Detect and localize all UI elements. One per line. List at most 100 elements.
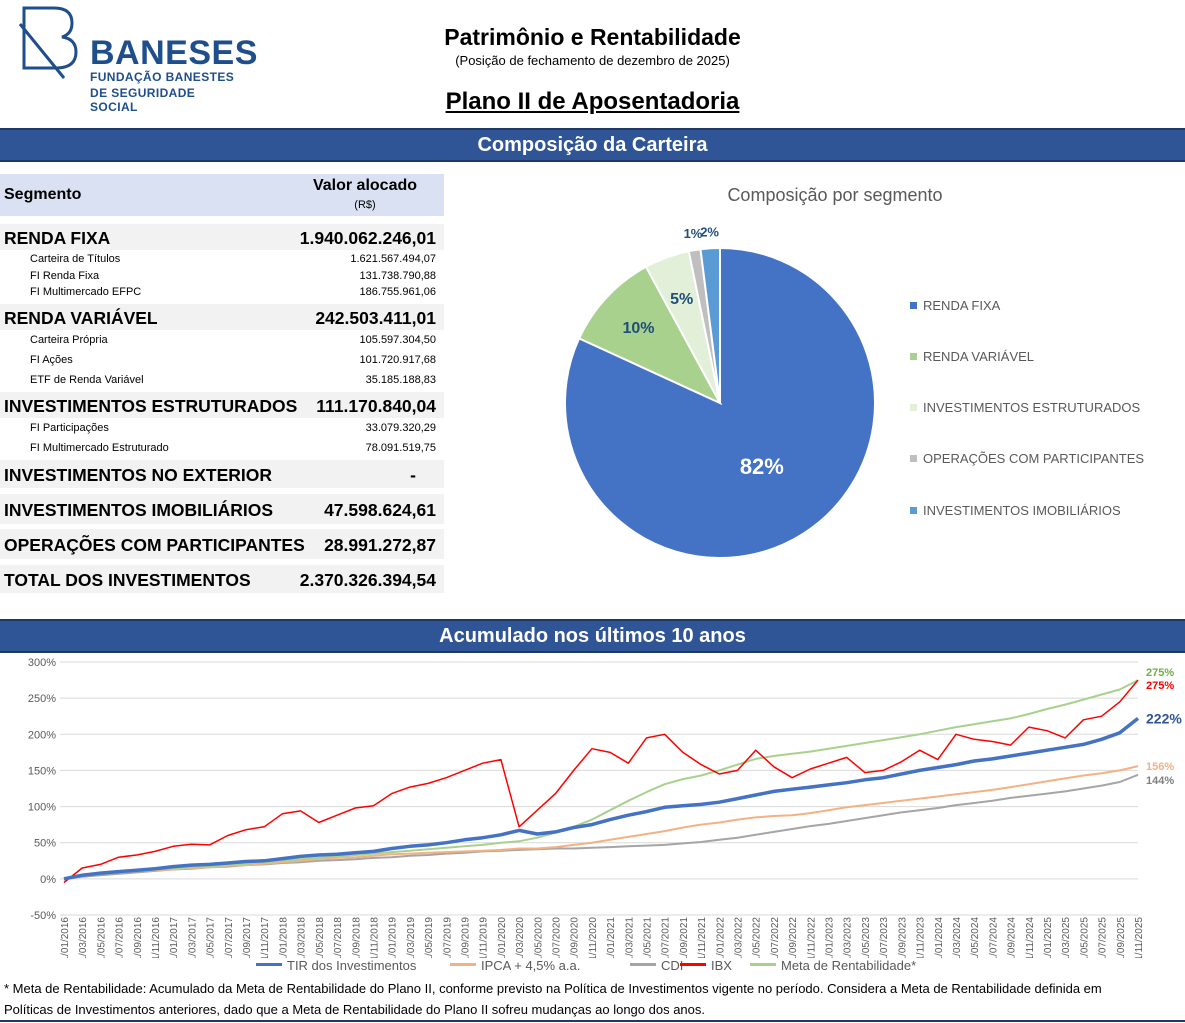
line-legend-item: IPCA + 4,5% a.a. [450,958,580,973]
baneses-b-symbol-icon [18,6,78,79]
page-subtitle: (Posição de fechamento de dezembro de 20… [455,53,730,68]
y-tick-label: 200% [28,729,56,741]
pie-legend-item: INVESTIMENTOS ESTRUTURADOS [910,400,1140,415]
row-value: 186.755.961,06 [359,286,436,298]
x-tick-label: 01/07/2016 [115,917,126,958]
row-label: INVESTIMENTOS NO EXTERIOR [4,465,273,485]
table-row-main: INVESTIMENTOS ESTRUTURADOS 111.170.840,04 [0,392,444,418]
row-value: 33.079.320,29 [365,422,436,434]
pie-legend-item: INVESTIMENTOS IMOBILIÁRIOS [910,503,1121,518]
plan-title-text: Plano II de Aposentadoria [445,88,740,115]
legend-label: TIR dos Investimentos [287,958,417,973]
table-row-sub: FI Ações 101.720.917,68 [0,354,444,369]
legend-label: Meta de Rentabilidade* [781,958,917,973]
line-legend-item: TIR dos Investimentos [256,958,416,973]
x-tick-label: 01/01/2023 [825,917,836,958]
x-tick-label: 01/01/2024 [934,917,945,958]
row-value: 2.370.326.394,54 [299,570,436,590]
table-row-main: RENDA FIXA 1.940.062.246,01 [0,224,444,250]
line-legend-item: CDI [630,958,683,973]
x-tick-label: 01/07/2024 [988,917,999,958]
legend-label: RENDA VARIÁVEL [923,349,1035,364]
pie-legend-item: RENDA VARIÁVEL [910,349,1034,364]
series-end-label: 275% [1146,667,1174,679]
x-tick-label: 01/11/2019 [479,917,490,958]
row-label: TOTAL DOS INVESTIMENTOS [4,570,251,590]
logo-subtitle-2: DE SEGURIDADE SOCIAL [90,86,196,114]
x-tick-label: 01/07/2023 [879,917,890,958]
x-tick-label: 01/05/2022 [752,917,763,958]
y-tick-label: 300% [28,657,56,669]
line-legend-item: IBX [680,958,732,973]
x-tick-label: 01/05/2016 [96,917,107,958]
x-tick-label: 01/11/2020 [588,917,599,958]
y-tick-label: 250% [28,693,56,705]
pie-data-label: 1% [684,226,703,241]
series-line-ibx [63,679,1139,884]
table-row-total: TOTAL DOS INVESTIMENTOS 2.370.326.394,54 [0,565,444,593]
row-value: 131.738.790,88 [359,270,436,282]
x-tick-label: 01/03/2021 [624,917,635,958]
x-tick-label: 01/09/2020 [570,917,581,958]
row-value: 111.170.840,04 [316,396,436,416]
x-tick-label: 01/11/2024 [1025,917,1036,958]
legend-label: INVESTIMENTOS ESTRUTURADOS [923,400,1141,415]
x-tick-label: 01/05/2025 [1079,917,1090,958]
row-value: - [410,465,416,485]
table-row-main: RENDA VARIÁVEL 242.503.411,01 [0,304,444,330]
x-tick-label: 01/03/2020 [515,917,526,958]
x-tick-label: 01/03/2018 [297,917,308,958]
table-row-sub: Carteira de Títulos 1.621.567.494,07 [0,253,444,268]
x-tick-label: 01/11/2017 [260,917,271,958]
line-chart-legend: TIR dos Investimentos IPCA + 4,5% a.a. CDI… [250,958,970,976]
table-row-sub: ETF de Renda Variável 35.185.188,83 [0,374,444,389]
series-line-meta-de-rentabilidade- [63,679,1139,880]
line-chart: -50% 0% 50% 100% 150% 200% 250% 300% 01/01/2016 0… [28,657,1182,958]
legend-label: INVESTIMENTOS IMOBILIÁRIOS [923,503,1121,518]
legend-swatch [910,353,917,360]
bottom-divider [0,1020,1185,1022]
x-tick-label: 01/11/2016 [151,917,162,958]
x-tick-label: 01/05/2024 [970,917,981,958]
series-end-label: 144% [1146,775,1174,787]
x-tick-label: 01/11/2025 [1134,917,1145,958]
y-tick-label: 0% [40,874,56,886]
x-tick-label: 01/01/2017 [169,917,180,958]
pie-data-label: 10% [622,320,654,337]
x-tick-label: 01/11/2023 [916,917,927,958]
x-tick-label: 01/07/2018 [333,917,344,958]
row-label: OPERAÇÕES COM PARTICIPANTES [4,535,305,555]
x-tick-label: 01/05/2020 [533,917,544,958]
footnote: * Meta de Rentabilidade: Acumulado da Me… [4,978,1179,1020]
x-tick-label: 01/11/2022 [806,917,817,958]
legend-label: RENDA FIXA [923,298,1001,313]
section-composition-header: Composição da Carteira [0,128,1185,162]
row-value: 35.185.188,83 [365,374,436,386]
x-tick-label: 01/07/2021 [661,917,672,958]
row-label: Carteira Própria [30,334,108,346]
x-tick-label: 01/01/2022 [715,917,726,958]
x-tick-label: 01/07/2022 [770,917,781,958]
table-row-main: INVESTIMENTOS IMOBILIÁRIOS 47.598.624,61 [0,494,444,524]
series-end-label: 156% [1146,761,1174,773]
x-tick-label: 01/03/2024 [952,917,963,958]
x-tick-label: 01/09/2019 [460,917,471,958]
legend-swatch [680,963,706,966]
pie-slice-1 [577,265,723,406]
x-tick-label: 01/09/2024 [1007,917,1018,958]
y-tick-label: 100% [28,802,56,814]
pie-data-label: 5% [670,291,693,308]
x-tick-label: 01/11/2021 [697,917,708,958]
legend-label: IBX [711,958,732,973]
x-tick-label: 01/09/2018 [351,917,362,958]
x-tick-label: 01/03/2016 [78,917,89,958]
x-tick-label: 01/05/2019 [424,917,435,958]
row-label: Carteira de Títulos [30,253,121,265]
series-end-label: 222% [1146,710,1182,726]
row-label: RENDA VARIÁVEL [4,308,158,328]
pie-chart: 82% 10% 5% 1%2% [564,224,876,559]
x-tick-label: 01/09/2016 [133,917,144,958]
row-value: 101.720.917,68 [359,354,436,366]
x-tick-label: 01/05/2018 [315,917,326,958]
legend-label: IPCA + 4,5% a.a. [481,958,581,973]
